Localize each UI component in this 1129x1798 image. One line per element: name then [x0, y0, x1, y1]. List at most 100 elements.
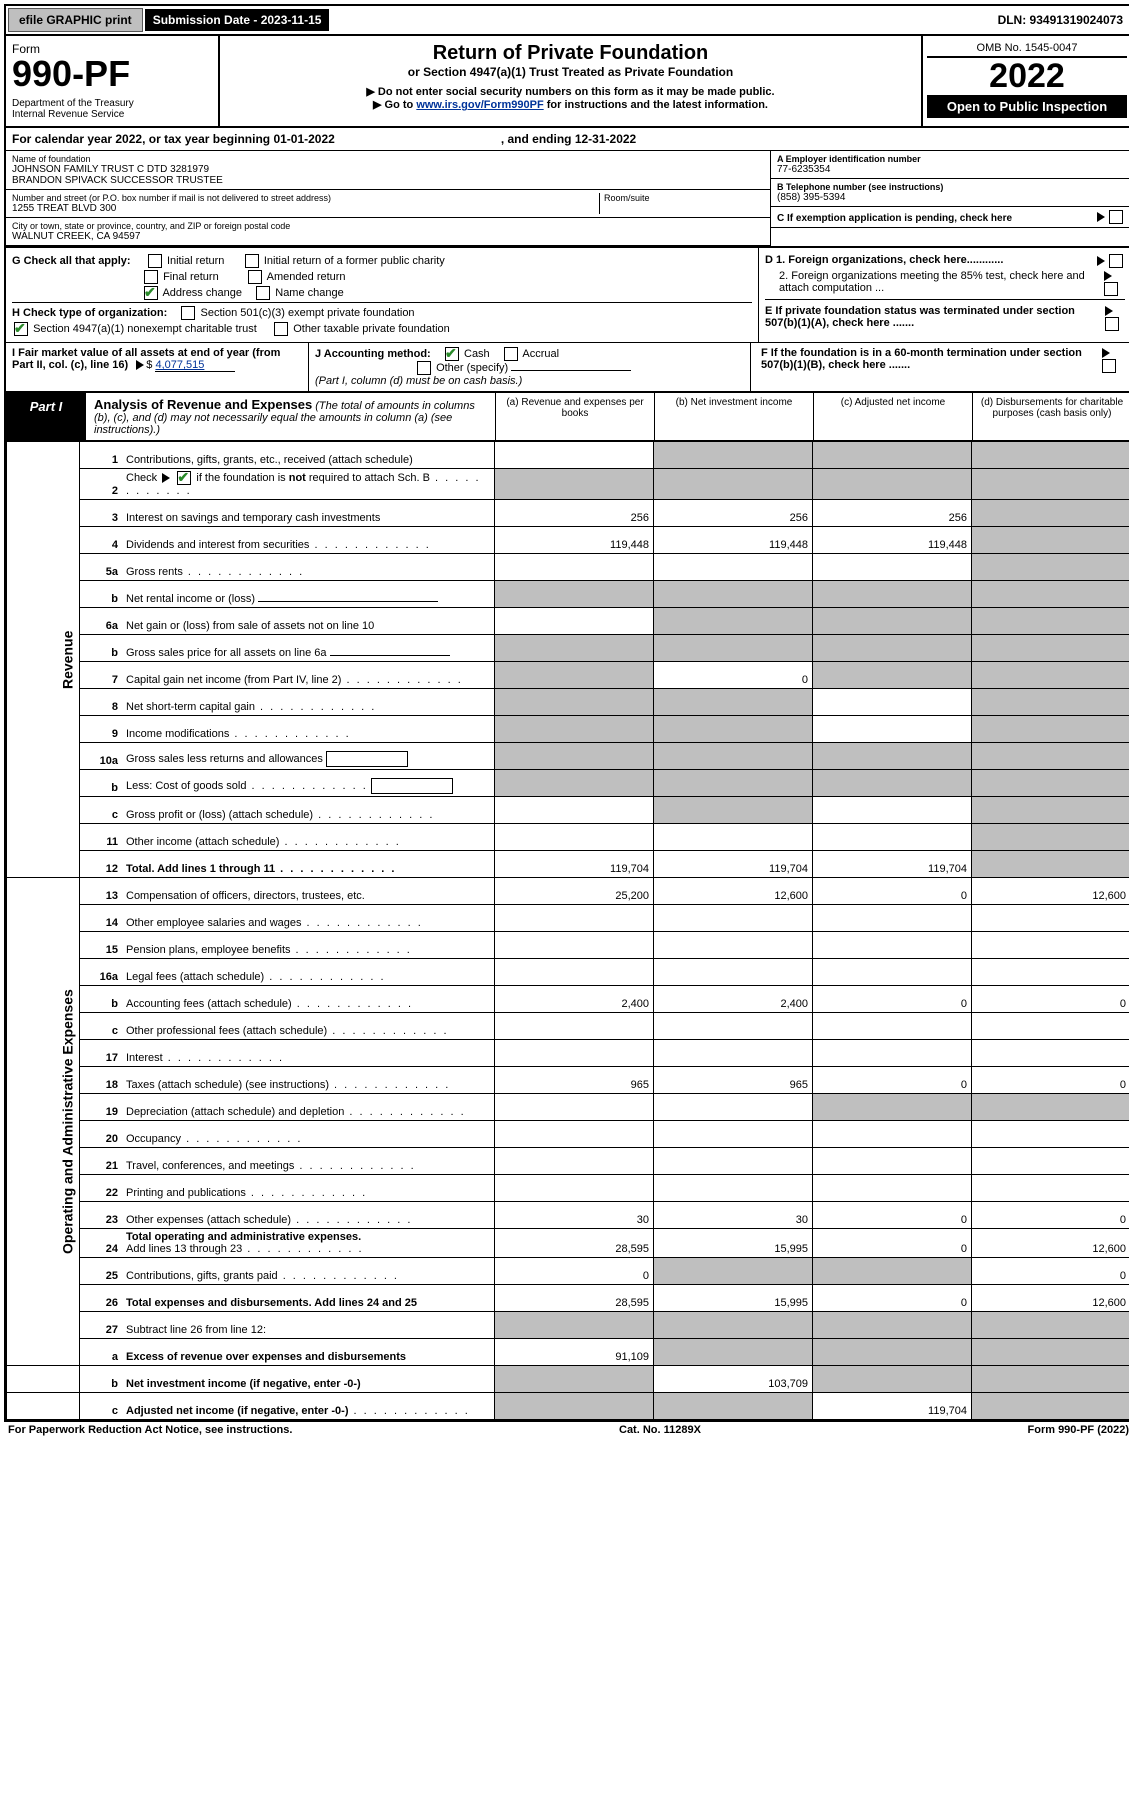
- initial-return-checkbox[interactable]: [148, 254, 162, 268]
- initial-former-checkbox[interactable]: [245, 254, 259, 268]
- part1-table: Revenue 1Contributions, gifts, grants, e…: [6, 441, 1129, 1420]
- amended-label: Amended return: [267, 271, 346, 283]
- f-checkbox[interactable]: [1102, 359, 1116, 373]
- ein-label: A Employer identification number: [777, 154, 1125, 164]
- cash-checkbox[interactable]: [445, 347, 459, 361]
- calendar-year-row: For calendar year 2022, or tax year begi…: [6, 128, 1129, 151]
- line-27c-desc: Adjusted net income (if negative, enter …: [126, 1405, 348, 1417]
- final-return-label: Final return: [163, 271, 219, 283]
- arrow-icon: [1097, 212, 1105, 222]
- line-13-desc: Compensation of officers, directors, tru…: [122, 878, 495, 905]
- line-7-desc: Capital gain net income (from Part IV, l…: [126, 674, 341, 686]
- c-checkbox[interactable]: [1109, 210, 1123, 224]
- d1-label: D 1. Foreign organizations, check here..…: [765, 254, 1003, 268]
- c-label: C If exemption application is pending, c…: [777, 213, 1012, 224]
- other-tax-label: Other taxable private foundation: [293, 323, 450, 335]
- efile-print-button[interactable]: efile GRAPHIC print: [8, 8, 143, 32]
- line-22-desc: Printing and publications: [126, 1187, 246, 1199]
- revenue-sidelabel: Revenue: [7, 442, 80, 878]
- col-c-header: (c) Adjusted net income: [813, 393, 972, 440]
- s4947-checkbox[interactable]: [14, 322, 28, 336]
- other-method-checkbox[interactable]: [417, 361, 431, 375]
- line-10c-desc: Gross profit or (loss) (attach schedule): [126, 809, 313, 821]
- amended-checkbox[interactable]: [248, 270, 262, 284]
- address-change-checkbox[interactable]: [144, 286, 158, 300]
- line-21-desc: Travel, conferences, and meetings: [126, 1160, 294, 1172]
- address-value: 1255 TREAT BLVD 300: [12, 203, 599, 214]
- irs-link[interactable]: www.irs.gov/Form990PF: [416, 99, 543, 111]
- catalog-number: Cat. No. 11289X: [619, 1424, 701, 1436]
- arrow-icon: [136, 360, 144, 370]
- s501-label: Section 501(c)(3) exempt private foundat…: [201, 307, 415, 319]
- line-18-desc: Taxes (attach schedule) (see instruction…: [126, 1079, 329, 1091]
- line-11-desc: Other income (attach schedule): [126, 836, 279, 848]
- form-container: efile GRAPHIC print Submission Date - 20…: [4, 4, 1129, 1422]
- line-16a-desc: Legal fees (attach schedule): [126, 971, 264, 983]
- instruction-2: ▶ Go to www.irs.gov/Form990PF for instru…: [226, 98, 915, 111]
- line-27b-desc: Net investment income (if negative, ente…: [122, 1366, 495, 1393]
- line-23-desc: Other expenses (attach schedule): [126, 1214, 291, 1226]
- d1-checkbox[interactable]: [1109, 254, 1123, 268]
- other-tax-checkbox[interactable]: [274, 322, 288, 336]
- i-label: I Fair market value of all assets at end…: [12, 347, 280, 371]
- name-change-checkbox[interactable]: [256, 286, 270, 300]
- phone-value: (858) 395-5394: [777, 192, 1125, 203]
- initial-return-label: Initial return: [167, 255, 224, 267]
- s501-checkbox[interactable]: [181, 306, 195, 320]
- line-26-desc: Total expenses and disbursements. Add li…: [122, 1285, 495, 1312]
- line-15-desc: Pension plans, employee benefits: [126, 944, 291, 956]
- foundation-name: JOHNSON FAMILY TRUST C DTD 3281979 BRAND…: [12, 164, 764, 186]
- arrow-icon: [1104, 271, 1112, 281]
- header-table: Name of foundation JOHNSON FAMILY TRUST …: [6, 151, 1129, 248]
- room-label: Room/suite: [604, 193, 764, 203]
- accrual-label: Accrual: [522, 348, 559, 360]
- line-6a-desc: Net gain or (loss) from sale of assets n…: [122, 608, 495, 635]
- d2-checkbox[interactable]: [1104, 282, 1118, 296]
- col-d-header: (d) Disbursements for charitable purpose…: [972, 393, 1129, 440]
- e-label: E If private foundation status was termi…: [765, 305, 1103, 331]
- part1-tab: Part I: [6, 393, 86, 440]
- accrual-checkbox[interactable]: [504, 347, 518, 361]
- form-number: 990-PF: [12, 56, 212, 92]
- line-2-desc: Check if the foundation is not required …: [122, 469, 495, 500]
- line-16c-desc: Other professional fees (attach schedule…: [126, 1025, 327, 1037]
- department-label: Department of the Treasury Internal Reve…: [12, 98, 212, 120]
- other-method-label: Other (specify): [436, 362, 508, 374]
- line-10a-desc: Gross sales less returns and allowances: [126, 753, 323, 765]
- s4947-label: Section 4947(a)(1) nonexempt charitable …: [33, 323, 257, 335]
- address-label: Number and street (or P.O. box number if…: [12, 193, 599, 203]
- line-27a-desc: Excess of revenue over expenses and disb…: [122, 1339, 495, 1366]
- line-8-desc: Net short-term capital gain: [126, 701, 255, 713]
- tax-year: 2022: [927, 58, 1127, 95]
- expenses-sidelabel: Operating and Administrative Expenses: [7, 878, 80, 1366]
- part1-header: Part I Analysis of Revenue and Expenses …: [6, 393, 1129, 441]
- e-checkbox[interactable]: [1105, 317, 1119, 331]
- city-value: WALNUT CREEK, CA 94597: [12, 231, 764, 242]
- line-9-desc: Income modifications: [126, 728, 229, 740]
- f-label: F If the foundation is in a 60-month ter…: [761, 347, 1100, 387]
- i-j-f-row: I Fair market value of all assets at end…: [6, 343, 1129, 393]
- d2-label: 2. Foreign organizations meeting the 85%…: [765, 270, 1102, 296]
- paperwork-notice: For Paperwork Reduction Act Notice, see …: [8, 1424, 292, 1436]
- city-label: City or town, state or province, country…: [12, 221, 764, 231]
- form-footer: Form 990-PF (2022): [1028, 1424, 1129, 1436]
- g-label: G Check all that apply:: [12, 255, 131, 267]
- line-25-desc: Contributions, gifts, grants paid: [126, 1270, 278, 1282]
- line-27-desc: Subtract line 26 from line 12:: [122, 1312, 495, 1339]
- line-4-desc: Dividends and interest from securities: [126, 539, 309, 551]
- top-bar: efile GRAPHIC print Submission Date - 20…: [6, 6, 1129, 36]
- j-note: (Part I, column (d) must be on cash basi…: [315, 375, 744, 387]
- instruction-1: ▶ Do not enter social security numbers o…: [226, 85, 915, 98]
- line-12-desc: Total. Add lines 1 through 11: [126, 863, 275, 875]
- line-20-desc: Occupancy: [126, 1133, 181, 1145]
- schb-checkbox[interactable]: [177, 471, 191, 485]
- final-return-checkbox[interactable]: [144, 270, 158, 284]
- line-14-desc: Other employee salaries and wages: [126, 917, 301, 929]
- form-title: Return of Private Foundation: [226, 42, 915, 65]
- name-change-label: Name change: [275, 287, 344, 299]
- fmv-value[interactable]: 4,077,515: [155, 359, 235, 372]
- form-subtitle: or Section 4947(a)(1) Trust Treated as P…: [226, 65, 915, 79]
- initial-former-label: Initial return of a former public charit…: [264, 255, 445, 267]
- h-label: H Check type of organization:: [12, 307, 167, 319]
- line-3-desc: Interest on savings and temporary cash i…: [122, 500, 495, 527]
